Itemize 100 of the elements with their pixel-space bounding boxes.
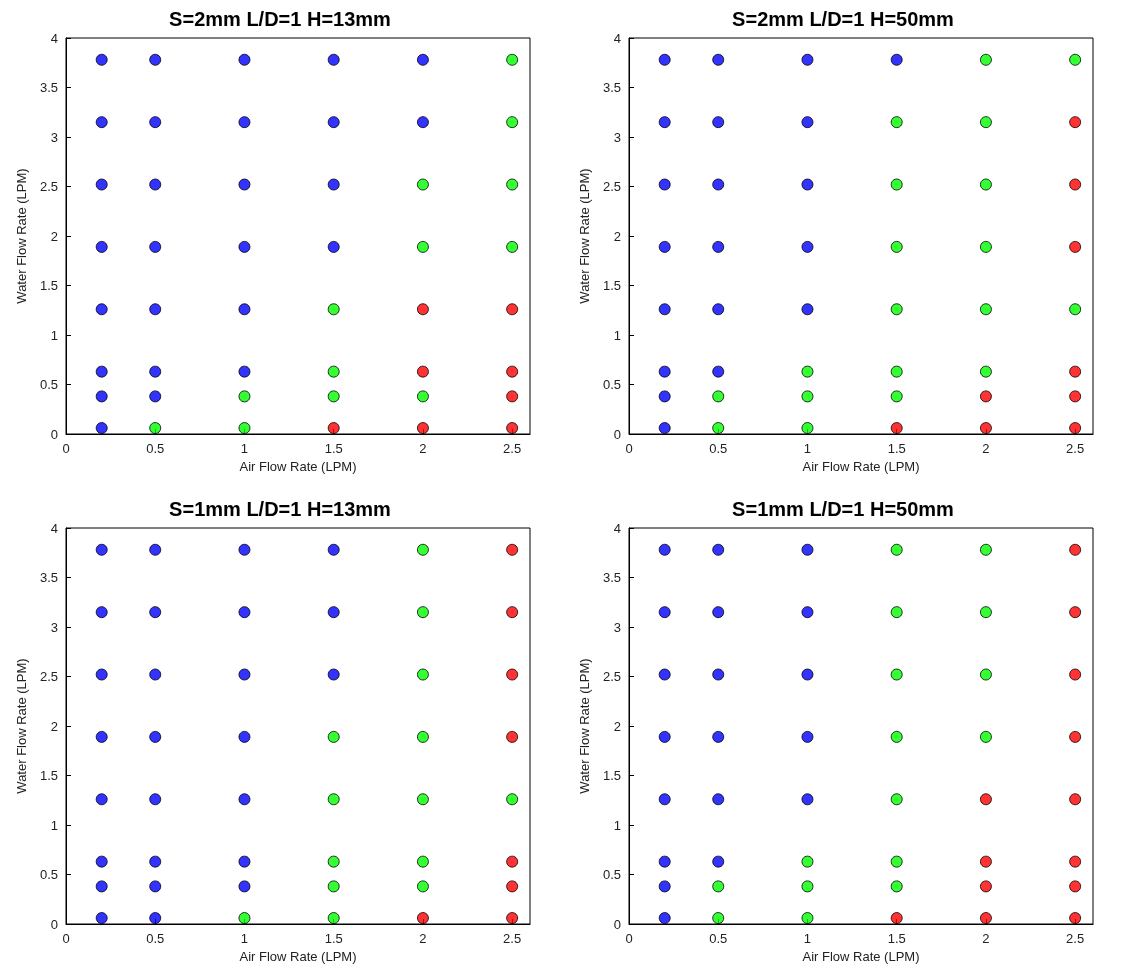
x-tick-label: 0 bbox=[625, 931, 633, 946]
y-tick-label: 1 bbox=[50, 327, 58, 343]
point bbox=[149, 730, 162, 743]
point bbox=[238, 365, 251, 378]
point bbox=[238, 606, 251, 619]
y-tick-label: 4 bbox=[613, 520, 621, 536]
point bbox=[416, 303, 429, 316]
point bbox=[95, 793, 108, 806]
point bbox=[95, 668, 108, 681]
point bbox=[712, 880, 725, 893]
y-tick-label: 2.5 bbox=[602, 669, 621, 684]
point bbox=[506, 53, 519, 66]
x-tick-label: 1 bbox=[803, 931, 812, 946]
point bbox=[658, 668, 671, 681]
point bbox=[979, 240, 992, 253]
point bbox=[149, 53, 162, 66]
point bbox=[712, 912, 725, 925]
point bbox=[801, 390, 814, 403]
y-tick-label: 0.5 bbox=[39, 867, 58, 882]
y-axis-title: Water Flow Rate (LPM) bbox=[14, 658, 29, 794]
y-tick-label: 3.5 bbox=[602, 570, 621, 585]
x-tick-label: 0.5 bbox=[709, 441, 728, 456]
y-tick-label: 4 bbox=[613, 30, 621, 46]
point bbox=[979, 880, 992, 893]
point bbox=[979, 178, 992, 191]
x-tick-label: 1 bbox=[240, 441, 249, 456]
point bbox=[712, 730, 725, 743]
x-tick-label: 1.5 bbox=[324, 931, 343, 946]
point bbox=[658, 365, 671, 378]
point bbox=[149, 422, 162, 435]
x-tick-label: 2 bbox=[419, 441, 427, 456]
y-tick-label: 3.5 bbox=[602, 80, 621, 95]
y-tick-label: 3 bbox=[50, 619, 58, 635]
point bbox=[890, 793, 903, 806]
y-tick-label: 2 bbox=[50, 228, 58, 244]
point bbox=[712, 116, 725, 129]
point bbox=[1069, 793, 1082, 806]
point bbox=[979, 303, 992, 316]
x-axis-title: Air Flow Rate (LPM) bbox=[239, 949, 357, 964]
point bbox=[149, 178, 162, 191]
point bbox=[979, 855, 992, 868]
point bbox=[327, 240, 340, 253]
y-axis-title: Water Flow Rate (LPM) bbox=[14, 168, 29, 304]
point bbox=[979, 365, 992, 378]
point bbox=[979, 53, 992, 66]
point bbox=[149, 880, 162, 893]
point bbox=[801, 53, 814, 66]
point bbox=[1069, 422, 1082, 435]
point bbox=[801, 543, 814, 556]
y-tick-label: 0.5 bbox=[602, 867, 621, 882]
point bbox=[238, 912, 251, 925]
y-tick-label: 0 bbox=[613, 426, 621, 442]
x-tick-label: 0.5 bbox=[146, 931, 165, 946]
point bbox=[95, 422, 108, 435]
point bbox=[801, 303, 814, 316]
point bbox=[506, 422, 519, 435]
chart-title: S=2mm L/D=1 H=50mm bbox=[732, 8, 954, 30]
point bbox=[95, 303, 108, 316]
point bbox=[712, 53, 725, 66]
point bbox=[506, 240, 519, 253]
y-tick-label: 1.5 bbox=[39, 278, 58, 293]
point bbox=[801, 422, 814, 435]
point bbox=[658, 880, 671, 893]
point bbox=[149, 855, 162, 868]
point bbox=[979, 422, 992, 435]
point bbox=[979, 668, 992, 681]
y-tick-label: 3.5 bbox=[39, 80, 58, 95]
point bbox=[801, 116, 814, 129]
x-tick-label: 2.5 bbox=[1066, 441, 1085, 456]
point bbox=[506, 912, 519, 925]
point bbox=[890, 365, 903, 378]
point bbox=[95, 855, 108, 868]
point bbox=[506, 303, 519, 316]
x-tick-label: 0.5 bbox=[146, 441, 165, 456]
point bbox=[416, 543, 429, 556]
point bbox=[149, 303, 162, 316]
point bbox=[416, 178, 429, 191]
point bbox=[801, 365, 814, 378]
point bbox=[979, 606, 992, 619]
point bbox=[890, 668, 903, 681]
point bbox=[327, 606, 340, 619]
point bbox=[238, 53, 251, 66]
point bbox=[801, 855, 814, 868]
point bbox=[1069, 543, 1082, 556]
x-axis-title: Air Flow Rate (LPM) bbox=[239, 459, 357, 474]
point bbox=[712, 178, 725, 191]
point bbox=[658, 855, 671, 868]
point bbox=[416, 116, 429, 129]
y-tick-label: 0 bbox=[50, 426, 58, 442]
point bbox=[416, 793, 429, 806]
point bbox=[416, 365, 429, 378]
point bbox=[416, 912, 429, 925]
point bbox=[658, 730, 671, 743]
point bbox=[327, 668, 340, 681]
y-tick-label: 3 bbox=[613, 129, 621, 145]
point bbox=[712, 668, 725, 681]
point bbox=[890, 543, 903, 556]
point bbox=[658, 912, 671, 925]
y-tick-label: 0 bbox=[613, 916, 621, 932]
point bbox=[979, 793, 992, 806]
